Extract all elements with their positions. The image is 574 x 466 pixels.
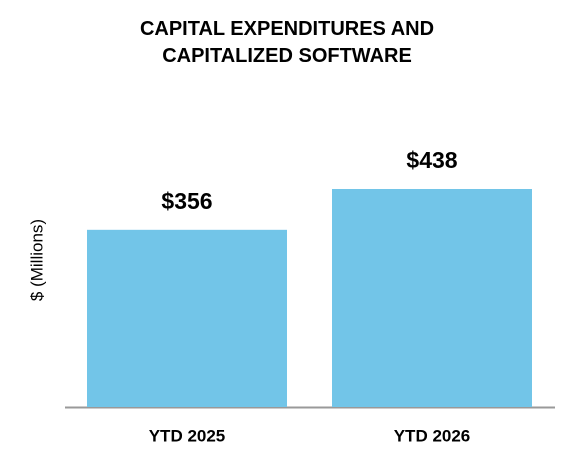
x-tick-label: YTD 2026 (394, 426, 471, 445)
bar (87, 229, 287, 407)
y-axis-label: $ (Millions) (27, 219, 46, 301)
value-label: $356 (161, 188, 212, 214)
bar (332, 189, 532, 407)
x-tick-label: YTD 2025 (149, 426, 226, 445)
value-label: $438 (406, 147, 457, 173)
chart-title: CAPITAL EXPENDITURES AND CAPITALIZED SOF… (139, 18, 435, 67)
